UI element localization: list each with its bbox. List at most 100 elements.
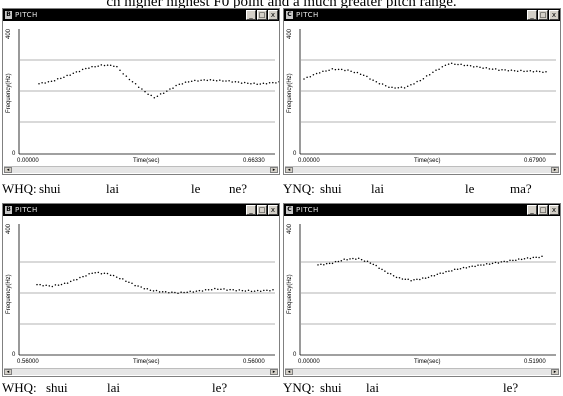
pitch-point xyxy=(115,276,118,278)
question-type-label: YNQ: xyxy=(283,181,315,196)
maximize-button[interactable]: □ xyxy=(257,205,267,215)
minimize-button[interactable]: _ xyxy=(527,205,537,215)
pitch-point xyxy=(204,289,207,291)
horizontal-scrollbar[interactable]: ◂ ▸ xyxy=(4,368,278,375)
horizontal-scrollbar[interactable]: ◂ ▸ xyxy=(285,368,559,375)
y-axis-label: Frequency(Hz) xyxy=(6,73,12,113)
pitch-point xyxy=(401,278,404,280)
pitch-point xyxy=(520,258,523,261)
window-titlebar[interactable]: C PITCH _ □ x xyxy=(284,9,560,21)
y-min-label: 0 xyxy=(12,352,16,358)
pitch-point xyxy=(413,83,415,85)
scroll-right-button[interactable]: ▸ xyxy=(551,369,559,375)
pitch-point xyxy=(235,289,237,292)
maximize-button[interactable]: □ xyxy=(257,10,267,20)
pitch-point xyxy=(538,256,540,259)
pitch-point xyxy=(212,79,215,82)
scroll-right-button[interactable]: ▸ xyxy=(551,167,559,173)
pitch-point xyxy=(507,70,510,72)
pitch-point xyxy=(535,256,537,258)
window-titlebar[interactable]: C PITCH _ □ x xyxy=(284,204,560,216)
pitch-point xyxy=(195,290,198,292)
pitch-point xyxy=(447,63,450,65)
window-titlebar[interactable]: B PITCH _ □ x xyxy=(3,204,279,216)
pitch-point xyxy=(54,284,57,286)
pitch-point xyxy=(491,262,494,265)
pitch-point xyxy=(45,284,47,287)
pitch-point xyxy=(406,85,409,87)
close-button[interactable]: x xyxy=(549,10,559,20)
horizontal-scrollbar[interactable]: ◂ ▸ xyxy=(285,166,559,173)
close-button[interactable]: x xyxy=(549,205,559,215)
x-end-label: 0.56000 xyxy=(243,359,265,365)
scroll-right-button[interactable]: ▸ xyxy=(270,167,278,173)
pitch-window[interactable]: B PITCH _ □ x 400 0 Frequency(Hz) 0.5600… xyxy=(2,203,280,377)
minimize-button[interactable]: _ xyxy=(246,205,256,215)
pitch-point xyxy=(237,81,240,83)
pitch-point xyxy=(219,79,221,81)
syllable-label: lai xyxy=(371,181,384,196)
pitch-point xyxy=(94,272,96,274)
pitch-point xyxy=(228,80,230,82)
close-button[interactable]: x xyxy=(268,205,278,215)
syllable-label: shui xyxy=(39,181,61,196)
syllable-label: le? xyxy=(212,380,228,395)
pitch-point xyxy=(456,268,459,271)
pitch-window[interactable]: B PITCH _ □ x 400 0 Frequency(Hz) 0.0000… xyxy=(2,8,280,175)
scroll-right-button[interactable]: ▸ xyxy=(270,369,278,375)
pitch-point xyxy=(116,65,118,68)
pitch-point xyxy=(501,68,503,71)
pitch-point xyxy=(498,69,500,71)
pitch-point xyxy=(210,289,213,291)
minimize-button[interactable]: _ xyxy=(246,10,256,20)
scroll-left-button[interactable]: ◂ xyxy=(4,369,12,375)
scroll-left-button[interactable]: ◂ xyxy=(4,167,12,173)
pitch-point xyxy=(381,268,383,271)
syllable-label: shui xyxy=(46,380,68,395)
pitch-point xyxy=(128,78,131,81)
pitch-point xyxy=(491,68,494,70)
pitch-point xyxy=(466,64,469,67)
pitch-point xyxy=(178,83,181,85)
pitch-point xyxy=(183,291,185,294)
window-titlebar[interactable]: B PITCH _ □ x xyxy=(3,9,279,21)
pitch-point xyxy=(106,272,109,275)
pitch-point xyxy=(184,81,187,83)
pitch-point xyxy=(397,86,400,89)
pitch-point xyxy=(76,278,78,281)
scroll-left-button[interactable]: ◂ xyxy=(285,369,293,375)
pitch-window[interactable]: C PITCH _ □ x 400 0 Frequency(Hz) 0.0000… xyxy=(283,203,561,377)
pitch-point xyxy=(44,82,46,84)
minimize-button[interactable]: _ xyxy=(527,10,537,20)
x-axis-label: Time(sec) xyxy=(133,158,159,164)
pitch-window[interactable]: C PITCH _ □ x 400 0 Frequency(Hz) 0.0000… xyxy=(283,8,561,175)
pitch-point xyxy=(147,93,149,95)
maximize-button[interactable]: □ xyxy=(538,205,548,215)
syllable-label: shui xyxy=(320,181,342,196)
y-axis-label: Frequency(Hz) xyxy=(6,274,12,314)
y-max-label: 400 xyxy=(6,28,12,39)
horizontal-scrollbar[interactable]: ◂ ▸ xyxy=(4,166,278,173)
pitch-point xyxy=(250,82,252,85)
pitch-point xyxy=(72,72,75,75)
pitch-plot: 400 0 Frequency(Hz) 0.00000 Time(sec) 0.… xyxy=(287,28,556,164)
pitch-plot: 400 0 Frequency(Hz) 0.00000 Time(sec) 0.… xyxy=(287,223,556,365)
pitch-contour xyxy=(303,62,547,89)
pitch-point xyxy=(144,90,146,93)
pitch-point xyxy=(122,73,124,75)
pitch-point xyxy=(69,74,71,76)
pitch-point xyxy=(266,289,268,292)
pitch-point xyxy=(472,66,475,68)
x-start-label: 0.00000 xyxy=(298,158,320,164)
pitch-point xyxy=(325,70,327,72)
pitch-point xyxy=(229,288,231,291)
pitch-point xyxy=(512,259,514,262)
close-button[interactable]: x xyxy=(268,10,278,20)
maximize-button[interactable]: □ xyxy=(538,10,548,20)
scroll-left-button[interactable]: ◂ xyxy=(285,167,293,173)
pitch-point xyxy=(134,83,137,85)
window-id-badge: B xyxy=(5,11,12,19)
pitch-point xyxy=(340,259,343,262)
pitch-point xyxy=(340,68,343,71)
pitch-point xyxy=(438,68,440,71)
